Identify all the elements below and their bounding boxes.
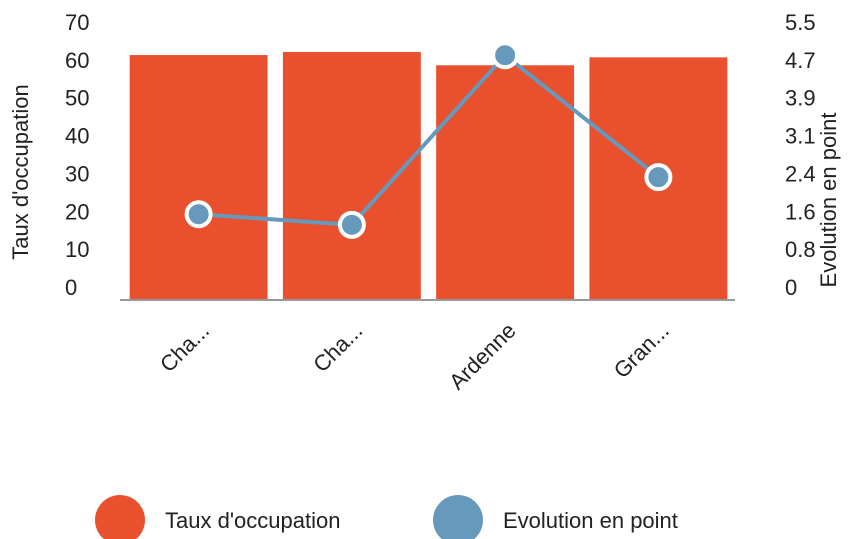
bar (282, 52, 421, 301)
line-point (184, 200, 213, 229)
bar (436, 65, 575, 301)
y2-tick-label: 2.4 (785, 161, 816, 186)
y-tick-label: 10 (65, 237, 89, 262)
y2-axis-title: Evolution en point (816, 113, 841, 288)
x-tick-label: Cha... (308, 318, 367, 377)
x-tick-label: Gran... (609, 318, 674, 383)
y-tick-label: 0 (65, 275, 77, 300)
y2-tick-label: 0 (785, 275, 797, 300)
legend-swatch (95, 495, 145, 539)
line-point (491, 41, 520, 70)
y2-tick-label: 0.8 (785, 237, 816, 262)
x-tick-label: Cha... (155, 318, 214, 377)
x-tick-label: Ardenne (444, 318, 521, 395)
legend-swatch (433, 495, 483, 539)
y-axis-title: Taux d'occupation (8, 84, 33, 259)
y2-tick-label: 4.7 (785, 48, 816, 73)
line-point (337, 210, 366, 239)
y-tick-label: 70 (65, 10, 89, 35)
legend-label: Taux d'occupation (165, 508, 340, 533)
y-tick-label: 50 (65, 86, 89, 111)
y2-tick-label: 3.9 (785, 86, 816, 111)
legend-label: Evolution en point (503, 508, 678, 533)
y-tick-label: 20 (65, 199, 89, 224)
y-tick-label: 60 (65, 48, 89, 73)
y-tick-label: 30 (65, 161, 89, 186)
bar (129, 55, 268, 300)
line-point (644, 163, 673, 192)
y-tick-label: 40 (65, 124, 89, 149)
y2-tick-label: 5.5 (785, 10, 816, 35)
line (198, 52, 660, 227)
y2-tick-label: 3.1 (785, 124, 816, 149)
y2-tick-label: 1.6 (785, 199, 816, 224)
